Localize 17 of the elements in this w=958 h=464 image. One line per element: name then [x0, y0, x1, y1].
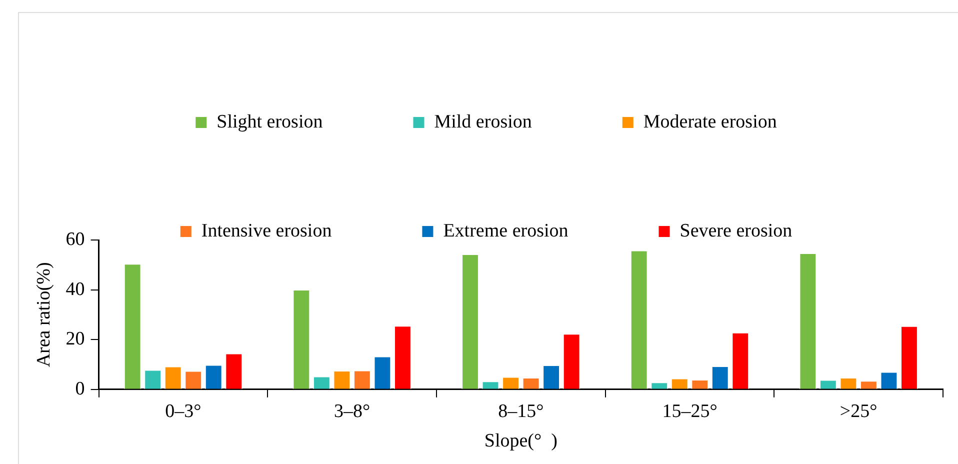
y-tick-label: 0	[75, 378, 85, 400]
x-tick-label: 8–15°	[498, 400, 544, 422]
x-tick-label: 3–8°	[334, 400, 370, 422]
x-tick-label: 15–25°	[662, 400, 718, 422]
x-tick-label: >25°	[840, 400, 878, 422]
y-tick-label: 40	[66, 278, 85, 300]
legend-label: Slight erosion	[216, 111, 324, 132]
y-tick-label: 60	[66, 228, 85, 250]
y-tick-label: 20	[66, 328, 85, 350]
legend-label: Severe erosion	[680, 220, 793, 242]
legend-label: Mild erosion	[434, 111, 532, 132]
x-axis-title: Slope(° )	[484, 430, 558, 452]
legend-label: Moderate erosion	[643, 111, 778, 132]
y-axis-title: Area ratio(%)	[33, 262, 54, 368]
legend-label: Intensive erosion	[201, 220, 332, 242]
legend-label: Extreme erosion	[443, 220, 569, 242]
x-tick-label: 0–3°	[165, 400, 202, 422]
